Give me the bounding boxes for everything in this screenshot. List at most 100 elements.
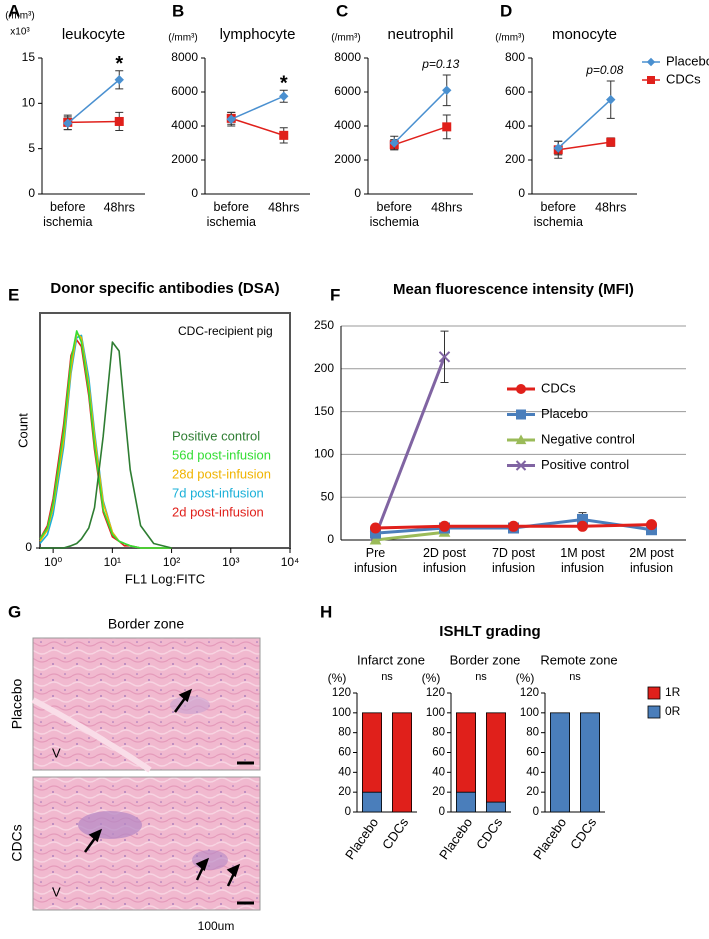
arrows xyxy=(83,688,241,887)
y-unit: (%) xyxy=(328,671,347,685)
panel-letter: C xyxy=(336,1,348,20)
infiltrate xyxy=(170,696,210,714)
y-tick-label: 8000 xyxy=(171,50,198,64)
chart-title: monocyte xyxy=(552,26,617,43)
y-tick-label: 20 xyxy=(432,786,445,798)
panel-letter: H xyxy=(320,602,332,621)
x-tick-label: 2D post infusion xyxy=(423,546,467,575)
panel-letter: D xyxy=(500,1,512,20)
chart-title: Border zone xyxy=(450,652,521,667)
y-tick-label: 0 xyxy=(439,806,445,818)
y-axis-label: Count xyxy=(15,413,30,448)
y-multiplier: x10³ xyxy=(10,27,30,38)
x-tick-label: 48hrs xyxy=(104,200,135,214)
series-marker xyxy=(226,114,236,124)
legend-label: 2d post-infusion xyxy=(172,504,264,519)
series-marker xyxy=(646,519,657,531)
x-tick-label: 48hrs xyxy=(595,200,626,214)
row-label: Placebo xyxy=(9,678,25,729)
y-tick-label: 10 xyxy=(22,96,36,110)
y-tick-label: 400 xyxy=(505,118,525,132)
legend-label: 28d post-infusion xyxy=(172,466,271,481)
panel-letter: B xyxy=(172,1,184,20)
y-tick-label: 50 xyxy=(321,489,335,503)
y-tick-label: 120 xyxy=(332,687,351,699)
y-tick-label: 2000 xyxy=(334,152,361,166)
x-tick-label: before ischemia xyxy=(534,200,583,229)
x-tick-label: 2M post infusion xyxy=(629,546,674,575)
series-line xyxy=(67,120,120,124)
legend-marker xyxy=(516,384,526,394)
series-marker xyxy=(442,122,452,132)
chart-title: Remote zone xyxy=(540,652,617,667)
x-tick-label: 7D post infusion xyxy=(492,546,536,575)
x-axis-label: FL1 Log:FITC xyxy=(125,571,205,586)
chart-title: leukocyte xyxy=(62,26,125,43)
legend-label: 7d post-infusion xyxy=(172,485,264,500)
y-tick-label: 80 xyxy=(526,727,539,739)
y-tick-label: 0 xyxy=(518,186,525,200)
y-tick-label: 60 xyxy=(526,747,539,759)
bar-segment xyxy=(580,712,601,813)
x-tick-label: 10³ xyxy=(222,555,239,569)
x-tick-label: 10² xyxy=(163,555,180,569)
series-marker xyxy=(279,91,289,101)
x-tick-label: Placebo xyxy=(530,815,569,862)
series-line xyxy=(231,117,284,137)
legend-label: CDCs xyxy=(541,380,576,395)
y-unit: (/mm³) xyxy=(495,33,524,44)
y-tick-label: 100 xyxy=(426,707,445,719)
y-tick-label: 40 xyxy=(432,766,445,778)
y-tick-label: 150 xyxy=(314,404,334,418)
series-line xyxy=(393,89,448,144)
infiltrate xyxy=(78,811,142,839)
legend-label: CDCs xyxy=(666,71,701,86)
chart-title: Donor specific antibodies (DSA) xyxy=(50,280,279,297)
series-marker xyxy=(63,118,73,128)
y-tick-label: 4000 xyxy=(171,118,198,132)
y-tick-label: 40 xyxy=(526,766,539,778)
annotation: ns xyxy=(475,671,487,683)
y-tick-label: 100 xyxy=(314,447,334,461)
y-tick-label: 200 xyxy=(505,152,525,166)
series-marker xyxy=(389,138,399,148)
panel-title: ISHLT grading xyxy=(439,623,540,640)
inset-label: CDC-recipient pig xyxy=(178,324,273,338)
chart-title: neutrophil xyxy=(388,26,454,43)
y-unit: (%) xyxy=(422,671,441,685)
annotation: * xyxy=(280,73,288,95)
series-line xyxy=(394,126,447,146)
legend-label: Placebo xyxy=(541,406,588,421)
y-tick-label: 2000 xyxy=(171,152,198,166)
chart-title: lymphocyte xyxy=(220,26,296,43)
y-tick-label: 250 xyxy=(314,318,334,332)
chart-title: Mean fluorescence intensity (MFI) xyxy=(393,281,634,298)
legend-swatch xyxy=(647,686,661,700)
series-marker xyxy=(442,85,452,96)
x-tick-label: Pre infusion xyxy=(354,546,397,575)
x-tick-label: 1M post infusion xyxy=(560,546,605,575)
x-tick-label: 48hrs xyxy=(431,200,462,214)
series-marker xyxy=(370,522,381,534)
legend-label: Positive control xyxy=(541,457,629,472)
y-unit: (/mm³) xyxy=(331,33,360,44)
legend-marker xyxy=(515,434,527,445)
series-line xyxy=(230,95,285,120)
series-marker xyxy=(606,94,616,105)
image-title: Border zone xyxy=(108,616,184,632)
series-line xyxy=(67,79,120,124)
y-tick-label: 100 xyxy=(520,707,539,719)
y-tick-label: 120 xyxy=(426,687,445,699)
image-placebo xyxy=(32,637,261,771)
y-tick-label: 5 xyxy=(28,141,35,155)
legend-label: Negative control xyxy=(541,431,635,446)
bar-segment xyxy=(485,712,506,803)
histogram-curve xyxy=(40,341,172,549)
y-unit: (%) xyxy=(516,671,535,685)
y-tick-label: 6000 xyxy=(171,84,198,98)
y-tick-label: 200 xyxy=(314,361,334,375)
bar-segment xyxy=(361,712,382,793)
bar-segment xyxy=(455,712,476,793)
series-marker xyxy=(577,520,588,532)
legend-label: 56d post-infusion xyxy=(172,447,271,462)
